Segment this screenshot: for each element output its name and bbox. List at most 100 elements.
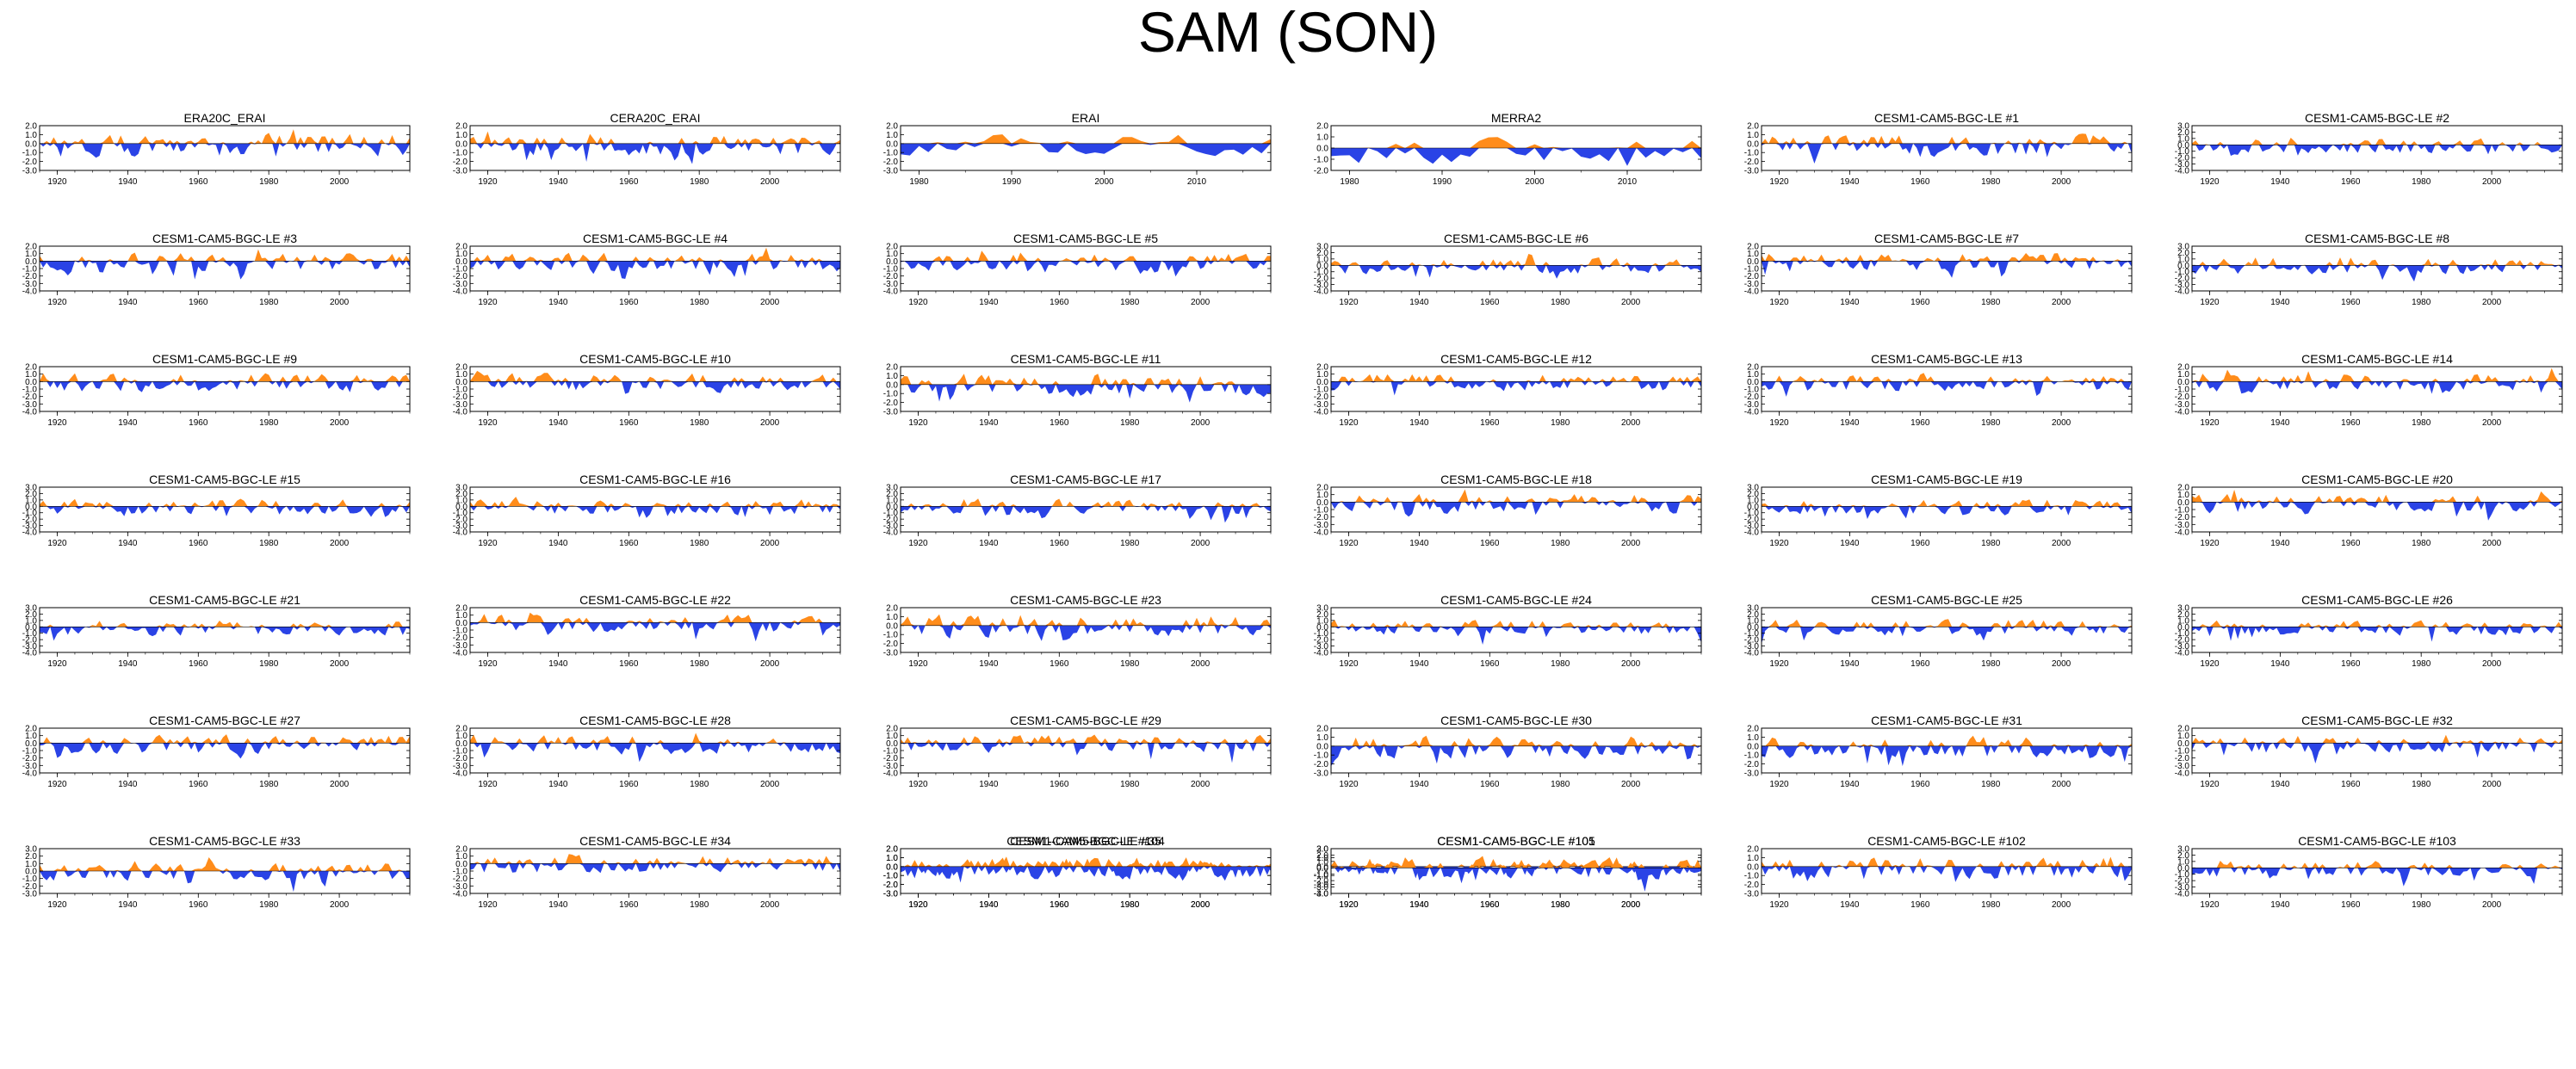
y-tick-label: -1.0 [1314, 872, 1329, 881]
x-tick-label: 1980 [690, 177, 709, 187]
y-tick-label: 0.0 [455, 139, 468, 149]
x-tick-label: 1980 [2412, 298, 2431, 307]
y-tick-label: 2.0 [1747, 243, 1759, 252]
y-tick-label: 0.0 [886, 380, 898, 390]
panel-title: CESM1-CAM5-BGC-LE #25 [1871, 593, 2022, 607]
y-tick-label: -4.0 [22, 408, 38, 417]
y-tick-label: -1.0 [22, 747, 38, 757]
chart-svg: 2.01.00.0-1.0-2.0-3.0 1920 1940 1960 1980 200… [1744, 725, 2133, 789]
panel-title: ERA20C_ERAI [183, 111, 266, 125]
y-tick-label: 0.0 [1747, 378, 1759, 387]
x-tick-label: 1960 [1910, 298, 1930, 307]
panel-title: CESM1-CAM5-BGC-LE #104 [1006, 834, 1165, 848]
x-tick-label: 2000 [1621, 659, 1641, 669]
y-tick-label: -3.0 [883, 890, 899, 899]
chart-svg: 3.02.01.00.0-1.0-2.0-3.0-4.0 1920 1940 1960… [453, 484, 841, 548]
x-tick-label: 2000 [2482, 298, 2502, 307]
panel-title: CESM1-CAM5-BGC-LE #16 [579, 473, 731, 486]
y-tick-label: 1.0 [455, 250, 468, 259]
negative-area [470, 622, 840, 642]
y-tick-label: 3.0 [1747, 484, 1759, 493]
y-tick-label: -2.0 [1314, 167, 1329, 176]
chart-svg: 2.01.00.0-1.0-2.0-3.0 1920 1940 1960 1980 200… [1744, 122, 2133, 187]
chart-svg: 3.02.01.00.0-1.0-2.0-3.0-4.0 1920 1940 1960… [22, 484, 411, 548]
chart-svg: 3.02.01.00.0-1.0-2.0-3.0-4.0 1920 1940 1960… [2175, 243, 2563, 307]
x-tick-label: 1980 [1551, 900, 1570, 910]
x-tick-label: 1940 [979, 659, 999, 669]
x-tick-label: 2000 [330, 539, 350, 548]
positive-area [2192, 257, 2562, 266]
panel-title: CESM1-CAM5-BGC-LE #29 [1010, 714, 1161, 727]
panel-title: CESM1-CAM5-BGC-LE #8 [2304, 232, 2450, 245]
positive-area [1331, 856, 1701, 867]
x-tick-label: 2000 [330, 177, 350, 187]
x-tick-label: 1980 [1120, 418, 1140, 428]
chart-svg: 2.01.0 0.0 -1.0 -2.0 1980 1990 2000 2010 [1314, 122, 1702, 187]
x-tick-label: 1980 [1551, 900, 1570, 910]
negative-area [2192, 743, 2562, 763]
chart-svg: 2.01.00.0-1.0-2.0-3.0 1920 1940 1960 1980 200… [1744, 845, 2133, 910]
y-tick-label: -1.0 [22, 265, 38, 275]
chart-panel: ERA20C_ERAI 2.0 1.0 0.0 -1.0 -2.0 -3.0 1920 1940… [5, 112, 436, 189]
x-tick-label: 1940 [979, 298, 999, 307]
x-tick-label: 1980 [1551, 539, 1570, 548]
y-tick-label: 2.0 [886, 122, 898, 132]
panel-title: CESM1-CAM5-BGC-LE #3 [152, 232, 298, 245]
x-tick-label: 2000 [330, 659, 350, 669]
y-tick-label: -4.0 [22, 649, 38, 658]
positive-area [901, 374, 1271, 385]
y-tick-label: 0.0 [2177, 378, 2189, 387]
y-tick-label: 1.0 [455, 131, 468, 140]
x-tick-label: 1920 [1769, 418, 1789, 428]
negative-area [40, 627, 410, 641]
chart-svg: 3.02.01.00.0-1.0-2.0-3.0-4.0 1920 1940 1960… [2175, 604, 2563, 669]
positive-area [901, 857, 1271, 867]
x-tick-label: 1920 [2200, 780, 2220, 789]
panel-title: CESM1-CAM5-BGC-LE #31 [1871, 714, 2022, 727]
plot-frame [1761, 486, 2133, 533]
x-tick-label: 1940 [1409, 539, 1429, 548]
chart-panel: CESM1-CAM5-BGC-LE #15 3.0 2.0 1.0 0.0 -1.0 -2.… [5, 473, 436, 551]
chart-panel: CESM1-CAM5-BGC-LE #21 3.0 2.0 1.0 0.0 -1.0 -2.… [5, 594, 436, 671]
x-tick-label: 1920 [478, 900, 498, 910]
y-tick-label: -4.0 [1314, 408, 1329, 417]
y-tick-label: -4.0 [1744, 287, 1760, 297]
x-tick-label: 1980 [1120, 539, 1140, 548]
x-tick-label: 1920 [478, 539, 498, 548]
y-tick-label: -2.0 [1744, 881, 1760, 890]
y-tick-label: -2.0 [1744, 392, 1760, 402]
x-tick-label: 1960 [1910, 659, 1930, 669]
y-tick-label: -3.0 [1314, 400, 1329, 410]
y-tick-label: 2.0 [886, 490, 898, 499]
y-tick-label: 3.0 [25, 604, 37, 614]
plot-frame [469, 125, 841, 171]
plot-frame [900, 607, 1272, 653]
chart-panel: CESM1-CAM5-BGC-LE #13 2.0 1.0 0.0 -1.0 -2.0 -3… [1727, 353, 2158, 430]
positive-area [470, 497, 840, 507]
chart-panel: CESM1-CAM5-BGC-LE #4 2.0 1.0 0.0 -1.0 -2.0 -3.… [436, 232, 866, 310]
panel-title: CESM1-CAM5-BGC-LE #28 [579, 714, 731, 727]
plot-frame [469, 486, 841, 533]
x-tick-label: 1960 [2341, 659, 2361, 669]
x-tick-label: 1980 [1981, 900, 2001, 910]
plot-frame [1761, 366, 2133, 412]
y-tick-label: 1.0 [455, 611, 468, 621]
y-tick-label: -2.0 [1744, 516, 1760, 525]
x-tick-label: 1960 [2341, 177, 2361, 187]
chart-panel: CESM1-CAM5-BGC-LE #27 2.0 1.0 0.0 -1.0 -2.0 -3… [5, 714, 436, 792]
x-tick-label: 1980 [259, 539, 279, 548]
x-tick-label: 1980 [1120, 780, 1140, 789]
negative-area [1331, 745, 1701, 767]
y-tick-label: 0.0 [2177, 262, 2189, 271]
panel-title: CESM1-CAM5-BGC-LE #10 [579, 352, 731, 366]
x-tick-label: 2010 [1187, 177, 1207, 187]
y-tick-label: 0.0 [1316, 378, 1328, 387]
y-tick-label: 3.0 [1316, 845, 1328, 855]
positive-area [901, 614, 1271, 626]
x-tick-label: 1960 [1480, 900, 1500, 910]
y-tick-label: 0.0 [1316, 623, 1328, 633]
x-tick-label: 1990 [1433, 177, 1452, 187]
x-tick-label: 1960 [189, 298, 208, 307]
negative-area [470, 143, 840, 164]
